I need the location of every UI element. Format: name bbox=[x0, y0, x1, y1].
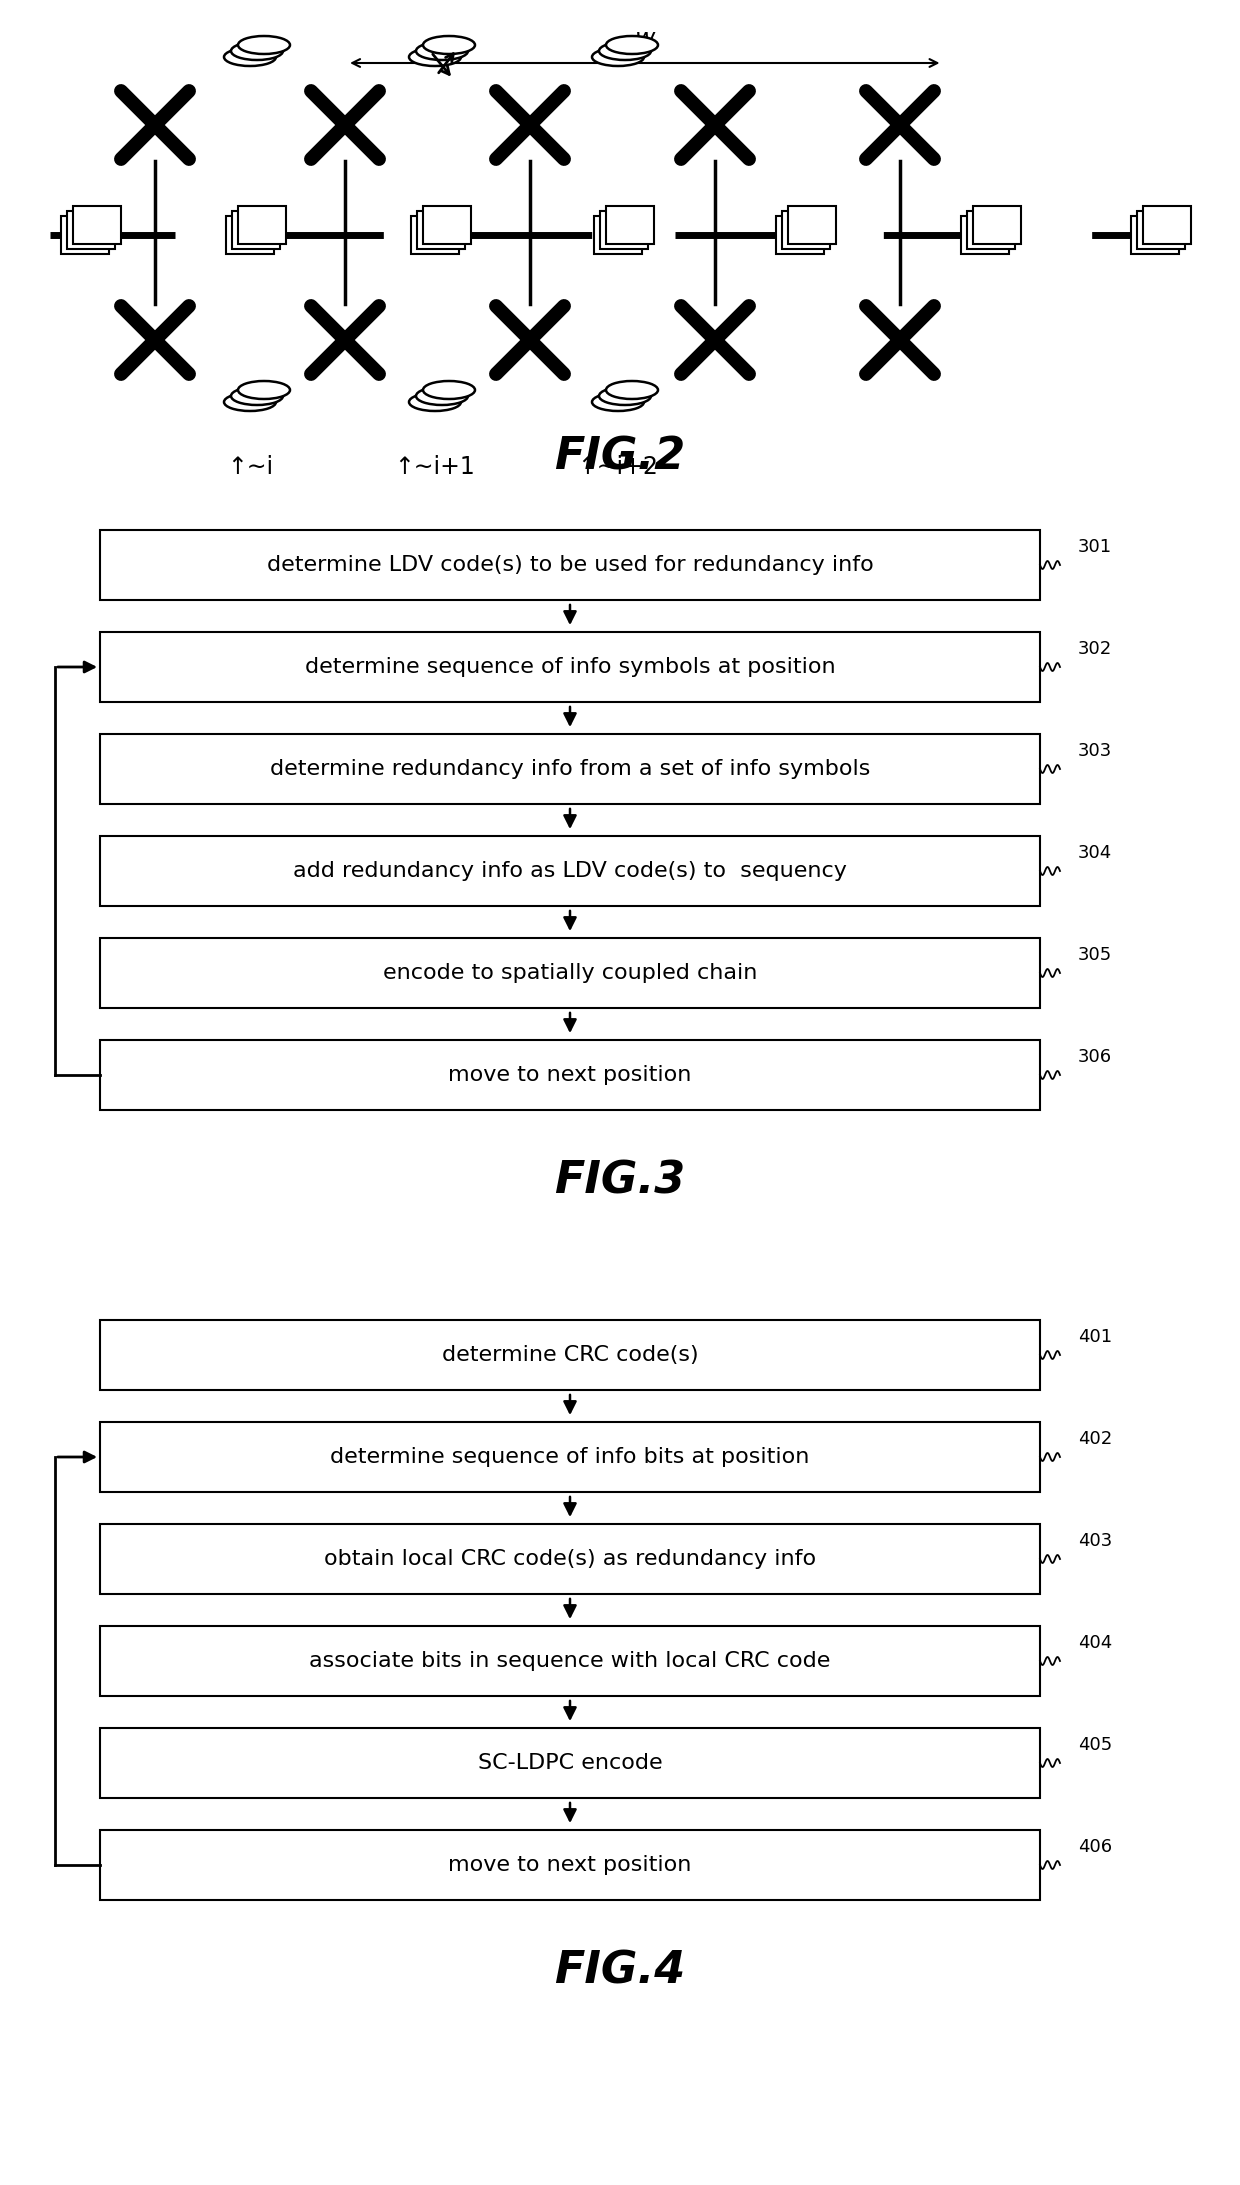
Bar bbox=[1131, 216, 1179, 253]
Text: ↑∼i+1: ↑∼i+1 bbox=[394, 454, 475, 479]
Text: FIG.2: FIG.2 bbox=[554, 435, 686, 479]
Bar bbox=[776, 216, 825, 253]
Text: 306: 306 bbox=[1078, 1049, 1112, 1066]
Text: determine sequence of info symbols at position: determine sequence of info symbols at po… bbox=[305, 658, 836, 677]
Text: determine redundancy info from a set of info symbols: determine redundancy info from a set of … bbox=[270, 758, 870, 780]
Text: 302: 302 bbox=[1078, 640, 1112, 658]
Bar bbox=[100, 1523, 1040, 1595]
Bar bbox=[606, 205, 653, 245]
Bar bbox=[1143, 205, 1190, 245]
Ellipse shape bbox=[415, 42, 467, 59]
Text: obtain local CRC code(s) as redundancy info: obtain local CRC code(s) as redundancy i… bbox=[324, 1549, 816, 1569]
Text: 406: 406 bbox=[1078, 1838, 1112, 1855]
Text: ↑∼i+2: ↑∼i+2 bbox=[578, 454, 658, 479]
Bar bbox=[100, 937, 1040, 1007]
Bar bbox=[782, 212, 830, 249]
Bar bbox=[100, 1320, 1040, 1390]
Bar bbox=[100, 1831, 1040, 1901]
Bar bbox=[100, 734, 1040, 804]
Bar bbox=[100, 531, 1040, 601]
Text: SC-LDPC encode: SC-LDPC encode bbox=[477, 1752, 662, 1772]
Bar bbox=[100, 837, 1040, 907]
Text: move to next position: move to next position bbox=[449, 1064, 692, 1086]
Ellipse shape bbox=[409, 48, 461, 66]
Text: 303: 303 bbox=[1078, 743, 1112, 760]
Bar bbox=[1137, 212, 1185, 249]
Bar bbox=[100, 1040, 1040, 1110]
Bar bbox=[973, 205, 1021, 245]
Text: 405: 405 bbox=[1078, 1737, 1112, 1755]
Ellipse shape bbox=[599, 42, 651, 59]
Ellipse shape bbox=[415, 387, 467, 404]
Ellipse shape bbox=[224, 393, 277, 411]
Ellipse shape bbox=[599, 387, 651, 404]
Ellipse shape bbox=[231, 42, 283, 59]
Ellipse shape bbox=[409, 393, 461, 411]
Ellipse shape bbox=[423, 35, 475, 55]
Ellipse shape bbox=[238, 35, 290, 55]
Ellipse shape bbox=[423, 380, 475, 400]
Bar bbox=[100, 631, 1040, 701]
Text: FIG.3: FIG.3 bbox=[554, 1160, 686, 1204]
Bar bbox=[423, 205, 471, 245]
Ellipse shape bbox=[231, 387, 283, 404]
Bar bbox=[100, 1422, 1040, 1492]
Bar bbox=[417, 212, 465, 249]
Bar bbox=[238, 205, 286, 245]
Text: 402: 402 bbox=[1078, 1429, 1112, 1449]
Ellipse shape bbox=[591, 48, 644, 66]
Bar bbox=[600, 212, 649, 249]
Text: 305: 305 bbox=[1078, 946, 1112, 964]
Text: determine CRC code(s): determine CRC code(s) bbox=[441, 1346, 698, 1366]
Bar bbox=[410, 216, 459, 253]
Text: move to next position: move to next position bbox=[449, 1855, 692, 1875]
Bar bbox=[67, 212, 115, 249]
Bar bbox=[232, 212, 280, 249]
Text: encode to spatially coupled chain: encode to spatially coupled chain bbox=[383, 964, 758, 983]
Text: 304: 304 bbox=[1078, 843, 1112, 863]
Bar bbox=[967, 212, 1016, 249]
Text: add redundancy info as LDV code(s) to  sequency: add redundancy info as LDV code(s) to se… bbox=[293, 861, 847, 881]
Bar bbox=[787, 205, 836, 245]
Ellipse shape bbox=[224, 48, 277, 66]
Bar bbox=[61, 216, 109, 253]
Bar bbox=[100, 1728, 1040, 1798]
Bar bbox=[961, 216, 1009, 253]
Bar bbox=[100, 1626, 1040, 1696]
Text: determine sequence of info bits at position: determine sequence of info bits at posit… bbox=[330, 1446, 810, 1466]
Text: determine LDV code(s) to be used for redundancy info: determine LDV code(s) to be used for red… bbox=[267, 555, 873, 575]
Ellipse shape bbox=[606, 380, 658, 400]
Bar bbox=[226, 216, 274, 253]
Text: ↑∼i: ↑∼i bbox=[227, 454, 273, 479]
Text: FIG.4: FIG.4 bbox=[554, 1949, 686, 1993]
Bar bbox=[594, 216, 642, 253]
Text: w: w bbox=[635, 26, 655, 50]
Ellipse shape bbox=[591, 393, 644, 411]
Text: associate bits in sequence with local CRC code: associate bits in sequence with local CR… bbox=[309, 1652, 831, 1672]
Text: 403: 403 bbox=[1078, 1532, 1112, 1549]
Ellipse shape bbox=[606, 35, 658, 55]
Bar bbox=[73, 205, 122, 245]
Text: 404: 404 bbox=[1078, 1634, 1112, 1652]
Text: 401: 401 bbox=[1078, 1328, 1112, 1346]
Text: 301: 301 bbox=[1078, 538, 1112, 555]
Ellipse shape bbox=[238, 380, 290, 400]
